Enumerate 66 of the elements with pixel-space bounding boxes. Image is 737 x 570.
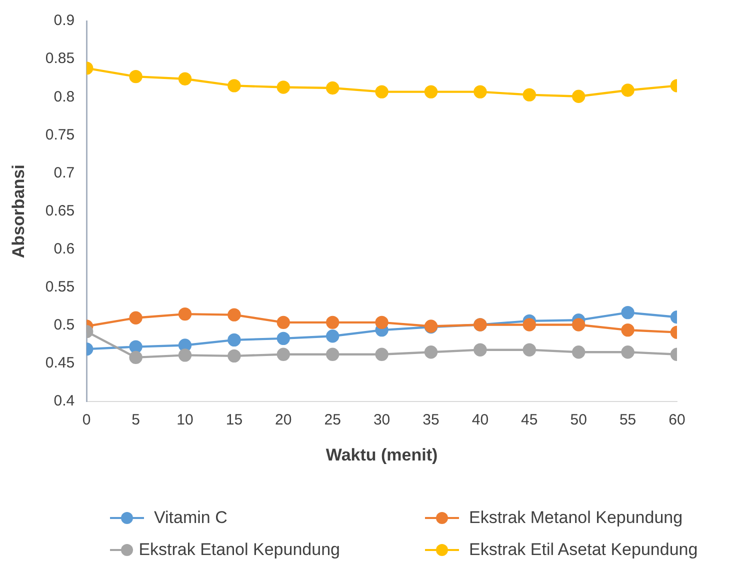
point <box>276 316 290 330</box>
point <box>621 323 634 337</box>
point <box>129 340 142 354</box>
point <box>129 311 142 324</box>
point <box>621 84 634 97</box>
point <box>178 307 192 321</box>
point <box>276 80 290 94</box>
point <box>621 306 634 320</box>
point <box>375 85 388 98</box>
x-tick-label: 10 <box>176 412 194 429</box>
point <box>178 348 192 362</box>
x-tick-label: 15 <box>226 412 243 429</box>
point <box>276 348 290 362</box>
point <box>474 343 487 356</box>
y-tick-label: 0.7 <box>54 164 75 182</box>
point <box>129 350 142 364</box>
x-tick-label: 25 <box>324 412 341 429</box>
x-tick-label: 20 <box>275 412 292 429</box>
y-tick-label: 0.75 <box>45 126 75 144</box>
x-axis-title: Waktu (menit) <box>326 445 438 464</box>
x-tick-label: 55 <box>619 412 636 429</box>
x-tick-label: 60 <box>668 412 686 429</box>
point <box>276 332 290 346</box>
x-tick-label: 50 <box>570 412 587 429</box>
y-tick-label: 0.85 <box>45 50 75 68</box>
x-tick-label: 5 <box>132 412 140 429</box>
point <box>572 318 586 332</box>
legend-label: Ekstrak Metanol Kepundung <box>469 508 683 528</box>
y-tick-label: 0.9 <box>54 12 75 30</box>
y-tick-label: 0.8 <box>54 88 75 106</box>
point <box>129 70 142 84</box>
y-tick-label: 0.5 <box>54 316 75 334</box>
point <box>572 346 586 359</box>
point <box>522 88 536 102</box>
point <box>424 85 438 98</box>
point <box>326 81 340 95</box>
y-tick-label: 0.4 <box>54 392 75 410</box>
point <box>375 316 388 330</box>
point <box>178 72 192 86</box>
legend-label: Ekstrak Etil Asetat Kepundung <box>469 540 698 560</box>
x-tick-label: 35 <box>422 412 440 429</box>
point <box>228 333 241 347</box>
point <box>326 348 340 362</box>
y-axis-title: Absorbansi <box>8 164 28 258</box>
x-tick-label: 30 <box>373 412 390 429</box>
point <box>522 318 536 332</box>
point <box>228 349 241 363</box>
point <box>424 346 438 359</box>
point <box>474 85 487 98</box>
x-tick-label: 45 <box>521 412 538 429</box>
point <box>621 346 634 359</box>
x-tick-label: 0 <box>82 412 91 429</box>
point <box>326 330 340 343</box>
point <box>228 308 241 322</box>
y-tick-label: 0.6 <box>54 240 75 258</box>
point <box>228 79 241 92</box>
legend-label: Vitamin C <box>154 508 228 528</box>
y-tick-label: 0.55 <box>45 278 75 296</box>
point <box>375 348 388 362</box>
point <box>572 90 586 103</box>
point <box>326 316 340 330</box>
x-tick-label: 40 <box>472 412 489 429</box>
y-tick-label: 0.45 <box>45 354 75 372</box>
legend-label: Ekstrak Etanol Kepundung <box>138 540 340 560</box>
point <box>522 343 536 356</box>
y-tick-label: 0.65 <box>45 202 75 220</box>
